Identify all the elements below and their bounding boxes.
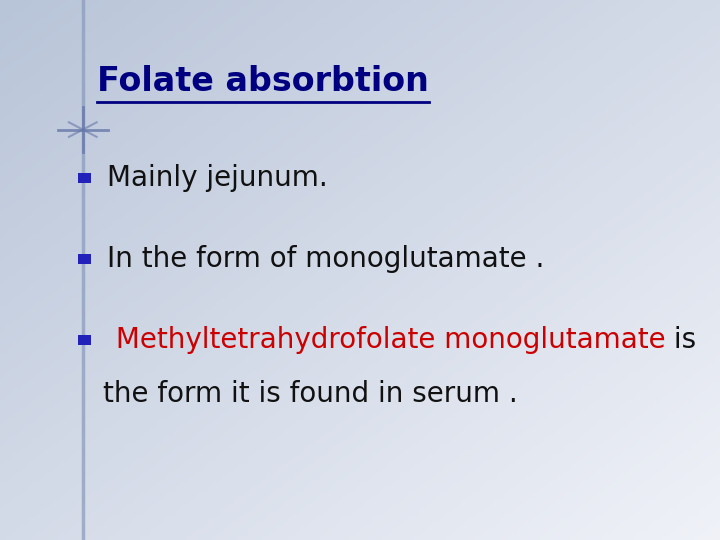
Text: Folate absorbtion: Folate absorbtion [97, 65, 429, 98]
Text: In the form of monoglutamate .: In the form of monoglutamate . [107, 245, 544, 273]
Bar [78, 254, 91, 264]
Bar [78, 335, 91, 345]
Bar [78, 173, 91, 183]
Text: Methyltetrahydrofolate monoglutamate: Methyltetrahydrofolate monoglutamate [107, 326, 665, 354]
Text: the form it is found in serum .: the form it is found in serum . [103, 380, 518, 408]
Text: is: is [665, 326, 696, 354]
Text: Mainly jejunum.: Mainly jejunum. [107, 164, 328, 192]
